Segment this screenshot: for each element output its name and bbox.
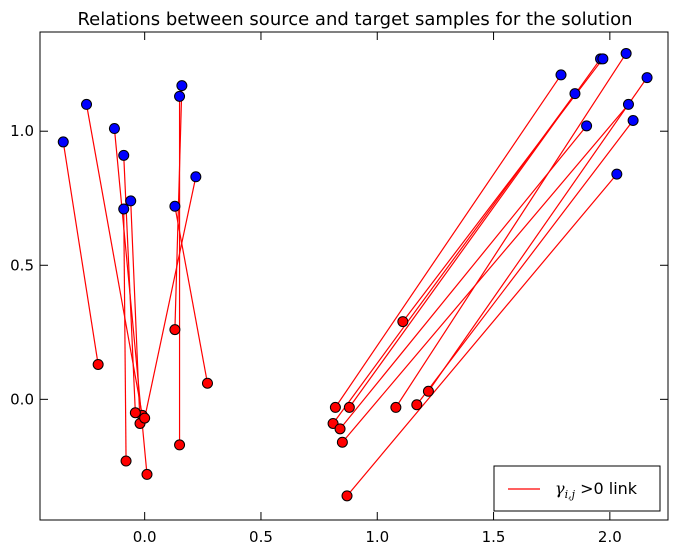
source-point-8: [176, 80, 188, 92]
source-point-7: [174, 90, 186, 102]
target-point-19: [422, 385, 434, 397]
y-tick-label-2: 1.0: [10, 122, 34, 140]
source-point-15: [611, 168, 623, 180]
y-tick-label-1: 0.5: [10, 256, 34, 274]
y-tick-label-0: 0.0: [10, 390, 34, 408]
link-line-6: [174, 206, 209, 384]
target-points-layer: [92, 316, 434, 502]
source-point-0: [57, 136, 69, 148]
source-point-18: [627, 114, 639, 126]
axis-ticks: 0.0 0.5 1.0 1.5 2.0 0.0 0.5 1.0: [10, 32, 668, 546]
target-point-12: [334, 423, 346, 435]
link-line-4: [123, 208, 127, 462]
target-point-15: [341, 490, 353, 502]
target-point-14: [397, 316, 409, 328]
source-point-10: [555, 69, 567, 81]
target-point-13: [343, 401, 355, 413]
link-line-0: [62, 141, 99, 365]
source-point-3: [118, 149, 130, 161]
link-line-9: [144, 176, 197, 419]
x-tick-label-1: 0.5: [249, 528, 273, 546]
link-line-15: [346, 173, 618, 497]
x-tick-label-4: 2.0: [598, 528, 622, 546]
link-line-10: [334, 74, 562, 408]
target-point-10: [329, 401, 341, 413]
plot-frame: [39, 31, 669, 521]
links-layer: [62, 53, 648, 497]
legend: γi,j >0 link: [493, 465, 661, 512]
source-point-6: [169, 200, 181, 212]
source-point-12: [581, 120, 593, 132]
link-line-18: [416, 120, 634, 406]
source-points-layer: [57, 47, 653, 215]
source-point-2: [108, 123, 120, 135]
link-line-16: [395, 53, 627, 408]
x-tick-label-3: 1.5: [482, 528, 506, 546]
target-point-3: [129, 407, 141, 419]
source-point-14: [597, 53, 609, 65]
target-point-0: [92, 358, 104, 370]
link-line-19: [427, 77, 648, 392]
source-point-16: [620, 47, 632, 59]
target-point-16: [390, 401, 402, 413]
target-point-17: [336, 436, 348, 448]
legend-subscript: i,j: [565, 488, 576, 501]
source-point-19: [641, 72, 653, 84]
link-line-5: [130, 200, 141, 424]
link-line-17: [341, 104, 629, 443]
source-point-4: [118, 203, 130, 215]
source-point-9: [190, 171, 202, 183]
target-point-2: [141, 468, 153, 480]
source-point-1: [81, 98, 93, 110]
target-point-4: [120, 455, 132, 467]
source-point-11: [569, 88, 581, 100]
source-point-5: [125, 195, 137, 207]
link-line-14: [402, 58, 604, 322]
legend-rest: >0 link: [575, 479, 638, 498]
legend-label: γi,j >0 link: [555, 479, 638, 501]
legend-math: γ: [555, 479, 565, 498]
target-point-18: [411, 399, 423, 411]
target-point-8: [169, 324, 181, 336]
link-line-3: [123, 155, 136, 413]
chart-title: Relations between source and target samp…: [77, 9, 632, 30]
x-tick-label-0: 0.0: [133, 528, 157, 546]
source-point-17: [622, 98, 634, 110]
target-point-7: [174, 439, 186, 451]
target-point-9: [139, 412, 151, 424]
x-tick-label-2: 1.0: [365, 528, 389, 546]
target-point-6: [201, 377, 213, 389]
